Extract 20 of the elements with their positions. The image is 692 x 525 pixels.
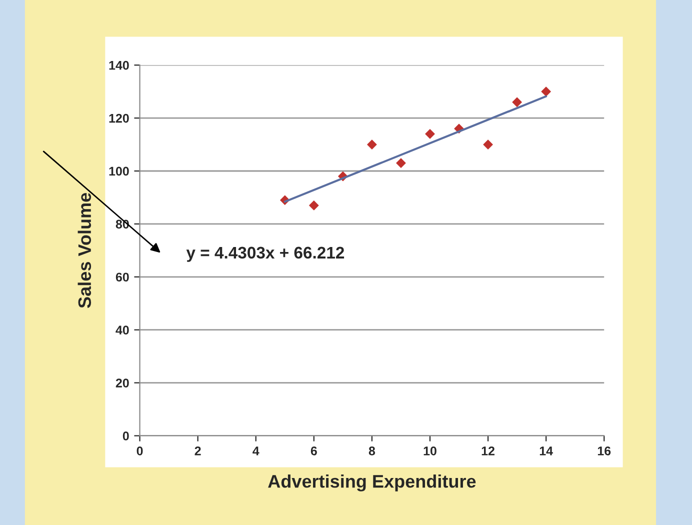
annotation: y = 4.4303x + 66.212 <box>186 246 344 262</box>
x-axis-title: Advertising Expenditure <box>268 474 476 492</box>
y-tick-label: 40 <box>116 326 129 334</box>
y-tick-label: 60 <box>116 272 129 282</box>
y-tick-label: 20 <box>116 378 129 388</box>
x-tick-label: 10 <box>424 446 436 456</box>
x-tick-label: 4 <box>252 446 260 456</box>
x-tick-label: 12 <box>482 446 494 456</box>
x-tick-label: 0 <box>136 446 143 456</box>
y-tick-label: 140 <box>109 60 129 70</box>
y-tick-label: 0 <box>122 432 129 440</box>
y-axis-title: Sales Volume <box>78 192 92 308</box>
x-tick-label: 16 <box>598 446 611 456</box>
y-tick-label: 120 <box>109 114 129 123</box>
x-tick-label: 6 <box>310 446 317 456</box>
y-tick-label: 100 <box>109 166 129 176</box>
x-tick-label: 14 <box>540 446 553 456</box>
x-tick-label: 2 <box>194 446 201 456</box>
x-tick-label: 8 <box>368 446 376 456</box>
y-tick-label: 80 <box>116 220 129 229</box>
